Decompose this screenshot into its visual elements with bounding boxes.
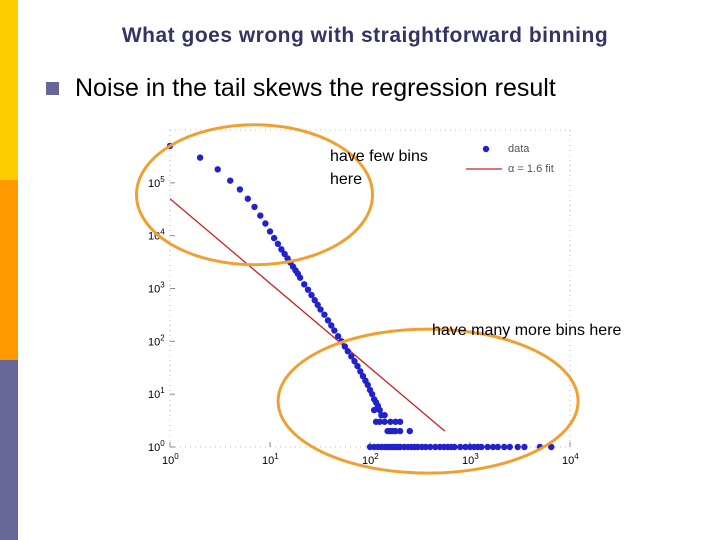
data-point [368,390,376,398]
data-point [478,443,485,451]
data-point [494,443,502,451]
side-accent-orange [0,180,18,360]
bullet-square-icon [46,81,59,95]
data-point [311,297,318,304]
data-point [501,443,508,451]
data-point [296,274,304,281]
legend-data-label: data [508,143,530,155]
data-point [457,443,464,451]
data-point [274,240,282,248]
y-tick-label: 101 [148,386,165,401]
data-point [376,406,383,414]
data-point [392,418,399,425]
data-point [462,443,469,451]
data-point [451,443,458,451]
highlight-ellipse-head [135,123,375,267]
data-point [370,406,378,414]
data-point [304,286,312,293]
x-tick-label: 102 [362,452,379,467]
y-tick-label: 103 [148,281,165,296]
data-point [376,418,383,425]
data-point [281,250,288,258]
data-point [214,166,221,173]
data-point [196,154,204,161]
data-point [432,443,439,451]
data-point [328,322,335,329]
data-point [521,443,528,451]
data-point [387,418,394,425]
data-point [262,220,269,227]
data-point [278,246,285,253]
data-point [314,301,321,309]
bullet-text: Noise in the tail skews the regression r… [75,73,556,102]
data-point [251,203,258,211]
data-point [514,443,521,451]
data-point [344,348,352,355]
data-point [489,443,497,451]
data-point [341,343,349,350]
data-point [484,443,491,451]
legend-fit-label: α = 1.6 fit [508,163,554,175]
data-point [357,368,364,375]
data-point [381,411,388,419]
data-point [406,427,413,435]
data-point [244,195,252,202]
data-point [227,177,234,184]
data-point [257,212,264,219]
x-tick-label: 101 [262,452,279,467]
x-tick-label: 103 [462,452,479,467]
data-point [334,333,342,340]
data-point [354,362,361,370]
y-tick-label: 105 [148,175,165,190]
x-tick-label: 100 [162,452,179,467]
data-point [506,443,513,451]
data-point [427,443,434,451]
data-point [301,281,308,288]
data-point [348,353,355,360]
side-accent-purple [0,360,18,540]
data-point [324,317,332,324]
data-point [308,291,315,299]
highlight-ellipse-tail [276,327,580,475]
data-point [381,418,388,425]
data-point [331,327,338,334]
side-accent-yellow [0,0,18,180]
data-point [392,427,399,435]
data-point [236,186,244,193]
data-point [317,306,324,313]
annotation-many-bins: have many more bins here [432,322,622,339]
fit-line [169,198,446,432]
data-point [321,311,328,318]
data-point [396,427,404,435]
slide-title: What goes wrong with straightforward bin… [121,24,609,47]
data-point [422,443,429,451]
legend-data-marker [482,145,490,153]
data-point [396,418,404,425]
data-point [270,234,278,242]
y-tick-label: 100 [148,439,165,454]
bullet-item: Noise in the tail skews the regression r… [46,72,556,104]
y-tick-label: 102 [148,333,165,348]
data-point [266,228,274,235]
data-point [351,358,358,365]
data-point [548,443,555,451]
x-tick-label: 104 [562,452,579,467]
annotation-few-bins: have few bins here [330,148,428,188]
data-point [364,381,371,389]
